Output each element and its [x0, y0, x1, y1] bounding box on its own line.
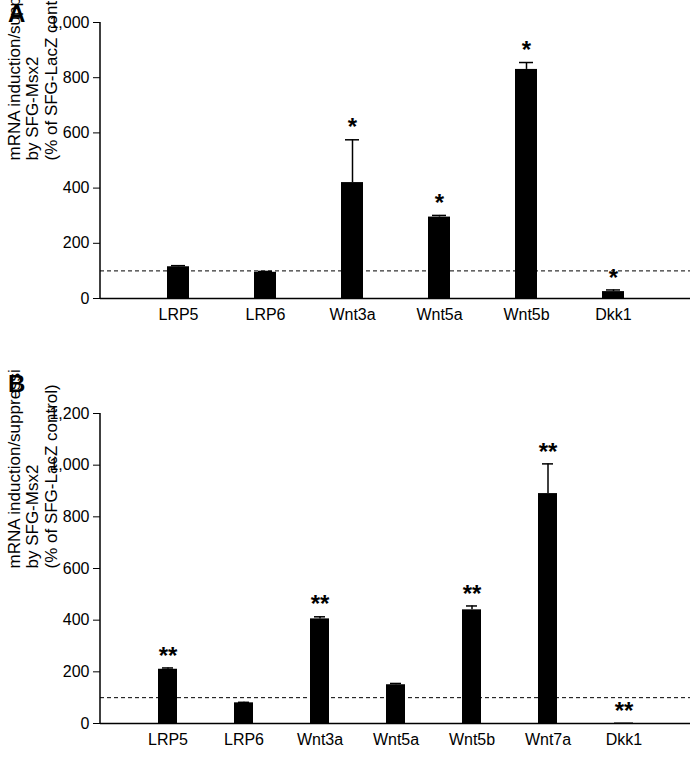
svg-text:Wnt5b: Wnt5b [503, 306, 549, 323]
svg-text:200: 200 [63, 663, 90, 680]
svg-text:LRP6: LRP6 [224, 731, 264, 748]
svg-text:*: * [435, 189, 445, 216]
svg-text:0: 0 [81, 290, 90, 307]
svg-text:Dkk1: Dkk1 [606, 731, 643, 748]
svg-text:Dkk1: Dkk1 [595, 306, 632, 323]
svg-text:LRP5: LRP5 [148, 731, 188, 748]
svg-text:**: ** [615, 697, 634, 724]
svg-text:**: ** [463, 580, 482, 607]
svg-text:Wnt5a: Wnt5a [416, 306, 462, 323]
svg-text:**: ** [311, 590, 330, 617]
svg-text:Wnt3a: Wnt3a [297, 731, 343, 748]
svg-text:*: * [348, 113, 358, 140]
svg-text:mRNA induction/suppressionby S: mRNA induction/suppressionby SFG-Msx2(% … [5, 370, 61, 569]
svg-text:Wnt5b: Wnt5b [449, 731, 495, 748]
svg-text:Wnt7a: Wnt7a [525, 731, 571, 748]
svg-text:800: 800 [63, 69, 90, 86]
svg-text:*: * [609, 264, 619, 291]
svg-text:200: 200 [63, 234, 90, 251]
svg-text:**: ** [539, 438, 558, 465]
svg-text:LRP5: LRP5 [158, 306, 198, 323]
svg-text:600: 600 [63, 560, 90, 577]
svg-text:mRNA induction/suppressionby S: mRNA induction/suppressionby SFG-Msx2(% … [5, 0, 61, 161]
svg-text:400: 400 [63, 611, 90, 628]
svg-text:LRP6: LRP6 [245, 306, 285, 323]
svg-text:600: 600 [63, 124, 90, 141]
svg-text:800: 800 [63, 508, 90, 525]
svg-text:0: 0 [81, 715, 90, 732]
svg-text:400: 400 [63, 179, 90, 196]
svg-text:Wnt3a: Wnt3a [329, 306, 375, 323]
svg-text:Wnt5a: Wnt5a [373, 731, 419, 748]
svg-text:*: * [522, 36, 532, 63]
svg-text:**: ** [159, 642, 178, 669]
